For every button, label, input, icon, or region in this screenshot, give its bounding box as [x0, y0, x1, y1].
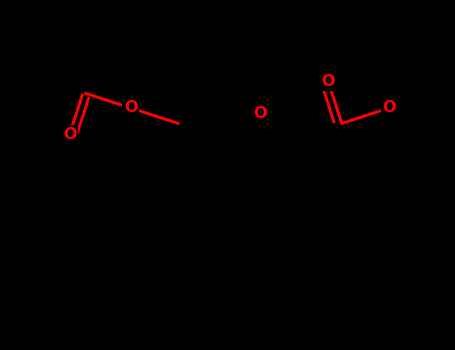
Text: O: O	[253, 106, 267, 121]
Text: O: O	[383, 100, 396, 116]
Text: O: O	[124, 100, 137, 116]
Text: O: O	[63, 127, 76, 142]
Text: O: O	[321, 74, 335, 89]
